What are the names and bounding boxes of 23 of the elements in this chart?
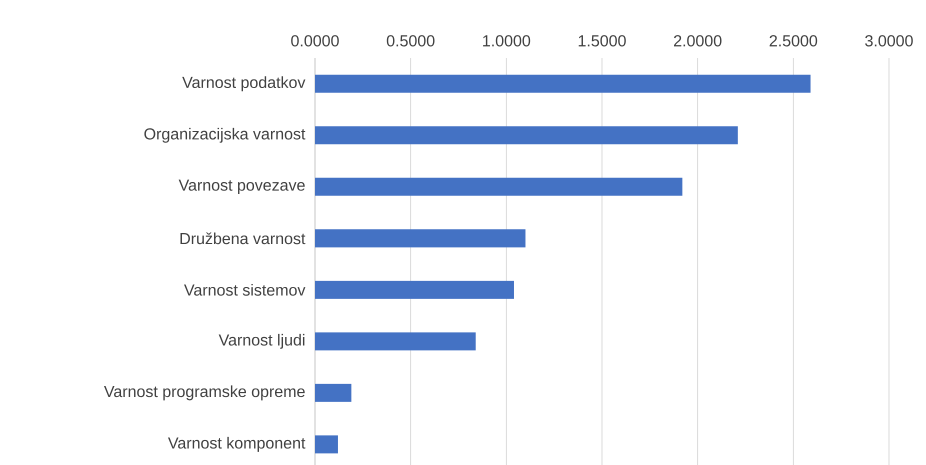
bar (315, 178, 682, 196)
bar (315, 229, 526, 248)
y-tick-label: Družbena varnost (180, 232, 306, 244)
y-tick-label: Varnost ljudi (218, 334, 304, 349)
x-tick-label: 3.0000 (865, 35, 913, 46)
x-tick-label: 0.0000 (291, 35, 339, 46)
bar (315, 435, 338, 454)
bar (315, 280, 514, 299)
y-tick-label: Varnost povezave (178, 180, 305, 194)
x-tick-label: 1.0000 (483, 35, 530, 46)
y-tick-label: Varnost komponent (168, 436, 306, 452)
x-tick-label: 0.5000 (386, 35, 434, 46)
x-tick-label: 1.5000 (578, 35, 626, 46)
y-tick-label: Varnost programske opreme (104, 385, 305, 400)
y-tick-label: Varnost podatkov (182, 76, 306, 92)
bar (315, 126, 738, 144)
x-tick-label: 2.0000 (674, 35, 722, 46)
y-tick-label: Organizacijska varnost (144, 128, 306, 143)
bar (315, 332, 476, 350)
y-tick-label: Varnost sistemov (184, 284, 306, 296)
bar (315, 74, 811, 93)
x-tick-label: 2.5000 (770, 35, 818, 46)
bar (315, 384, 352, 402)
